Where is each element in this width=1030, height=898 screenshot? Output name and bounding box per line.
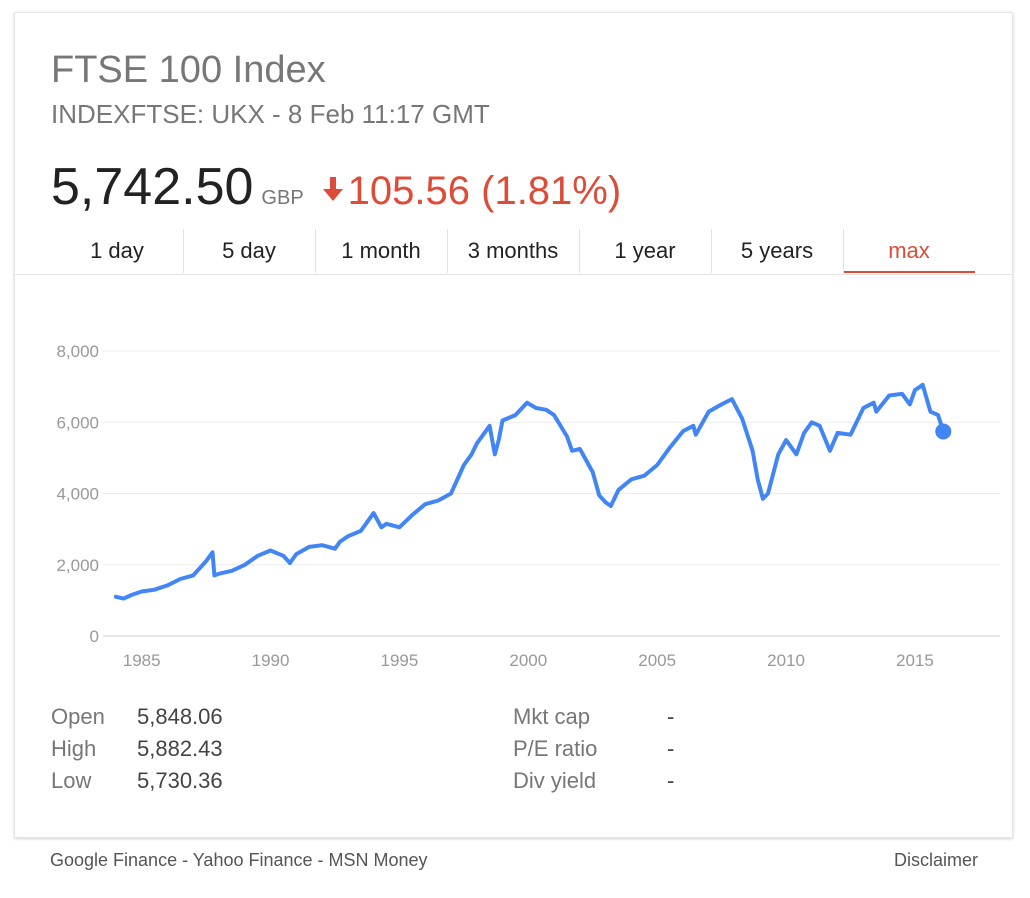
- tabs-divider: [15, 274, 1012, 275]
- tab-5-day[interactable]: 5 day: [183, 229, 315, 273]
- stat-row-low: Low 5,730.36: [51, 765, 223, 797]
- footer-sources: Google Finance - Yahoo Finance - MSN Mon…: [50, 850, 428, 871]
- tab-1-month[interactable]: 1 month: [315, 229, 447, 273]
- stat-value: -: [667, 704, 675, 729]
- x-tick-label: 1985: [123, 651, 161, 670]
- stat-value: 5,730.36: [137, 768, 223, 793]
- stat-label: Div yield: [513, 768, 597, 793]
- tab-3-months[interactable]: 3 months: [447, 229, 579, 273]
- y-tick-label: 2,000: [56, 556, 99, 575]
- current-price: 5,742.50: [51, 158, 254, 216]
- ticker-subtitle: INDEXFTSE: UKX - 8 Feb 11:17 GMT: [51, 99, 490, 129]
- stat-row-pe-ratio: P/E ratio -: [513, 733, 674, 765]
- series-line: [113, 382, 946, 601]
- x-tick-label: 2015: [896, 651, 934, 670]
- stat-value: 5,882.43: [137, 736, 223, 761]
- stat-value: 5,848.06: [137, 704, 223, 729]
- x-tick-label: 2005: [638, 651, 676, 670]
- tab-5-years[interactable]: 5 years: [711, 229, 843, 273]
- stats-right: Mkt cap - P/E ratio - Div yield -: [513, 701, 674, 797]
- y-tick-label: 8,000: [56, 342, 99, 361]
- price-row: 5,742.50 GBP 105.56 (1.81%): [51, 161, 621, 213]
- y-tick-label: 0: [90, 627, 99, 646]
- x-tick-label: 1990: [252, 651, 290, 670]
- price-chart[interactable]: 0 2,000 4,000 6,000 8,000 1985 1990 1995 2000 200…: [15, 313, 1012, 693]
- source-link-google-finance[interactable]: Google Finance: [50, 850, 178, 870]
- price-change: 105.56 (1.81%): [347, 169, 622, 213]
- data-point: [935, 423, 952, 440]
- stat-label: Mkt cap: [513, 704, 591, 729]
- stat-label: High: [51, 736, 97, 761]
- stat-row-high: High 5,882.43: [51, 733, 223, 765]
- tab-1-day[interactable]: 1 day: [90, 238, 144, 263]
- arrow-down-icon: [322, 177, 343, 201]
- range-tabs: 1 day 5 day 1 month 3 months 1 year 5 ye…: [51, 229, 977, 273]
- disclaimer-link[interactable]: Disclaimer: [893, 850, 978, 870]
- currency-label: GBP: [261, 187, 304, 209]
- y-tick-label: 4,000: [56, 485, 99, 504]
- stat-value: -: [667, 736, 675, 761]
- stat-row-mkt-cap: Mkt cap -: [513, 701, 674, 733]
- stats-left: Open 5,848.06 High 5,882.43 Low 5,730.36: [51, 701, 223, 797]
- x-tick-label: 2010: [767, 651, 805, 670]
- stat-row-div-yield: Div yield -: [513, 765, 674, 797]
- y-tick-label: 6,000: [56, 413, 99, 432]
- finance-card: FTSE 100 Index INDEXFTSE: UKX - 8 Feb 11…: [14, 12, 1013, 838]
- x-tick-label: 1995: [381, 651, 419, 670]
- x-tick-label: 2000: [509, 651, 547, 670]
- stat-label: Open: [51, 704, 105, 729]
- footer-separator: -: [312, 850, 329, 870]
- page-title: FTSE 100 Index: [51, 49, 326, 91]
- tab-1-year[interactable]: 1 year: [579, 229, 711, 273]
- footer-separator: -: [177, 850, 193, 870]
- stat-label: P/E ratio: [513, 736, 598, 761]
- source-link-msn-money[interactable]: MSN Money: [328, 850, 428, 870]
- source-link-yahoo-finance[interactable]: Yahoo Finance: [192, 850, 313, 870]
- stat-row-open: Open 5,848.06: [51, 701, 223, 733]
- stat-label: Low: [51, 768, 92, 793]
- tab-max[interactable]: max: [843, 229, 975, 273]
- stat-value: -: [667, 768, 675, 793]
